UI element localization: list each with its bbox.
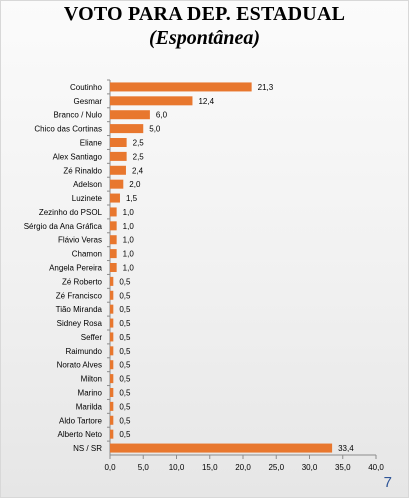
bar: [110, 401, 114, 411]
data-label: 12,4: [198, 97, 214, 106]
x-tick-label: 25,0: [268, 463, 284, 472]
category-label: Seffer: [81, 333, 103, 342]
bar: [110, 82, 252, 92]
category-label: Branco / Nulo: [54, 111, 103, 120]
page-number: 7: [383, 474, 392, 491]
x-tick-label: 15,0: [202, 463, 218, 472]
data-label: 2,4: [132, 166, 144, 175]
bar: [110, 151, 127, 161]
data-label: 2,5: [133, 139, 145, 148]
bar: [110, 124, 144, 134]
category-label: Alberto Neto: [58, 430, 103, 439]
category-label: Flávio Veras: [58, 236, 102, 245]
category-label: Coutinho: [70, 83, 103, 92]
data-label: 33,4: [338, 444, 354, 453]
data-label: 0,5: [119, 430, 131, 439]
bar: [110, 290, 114, 300]
bar: [110, 374, 114, 384]
bar: [110, 304, 114, 314]
data-label: 6,0: [156, 111, 168, 120]
data-label: 1,0: [123, 250, 135, 259]
bar: [110, 235, 117, 245]
bar: [110, 360, 114, 370]
category-label: Norato Alves: [57, 361, 102, 370]
bar: [110, 165, 126, 175]
data-label: 0,5: [119, 402, 131, 411]
category-label: Raimundo: [66, 347, 103, 356]
data-label: 0,5: [119, 389, 131, 398]
bar: [110, 207, 117, 217]
category-label: Luzinete: [72, 194, 103, 203]
x-tick-label: 5,0: [138, 463, 150, 472]
data-label: 1,0: [123, 236, 135, 245]
category-label: Zé Rinaldo: [63, 166, 102, 175]
x-tick-label: 40,0: [368, 463, 384, 472]
category-label: Marilda: [76, 402, 103, 411]
bar: [110, 318, 114, 328]
bar: [110, 346, 114, 356]
data-label: 0,5: [119, 333, 131, 342]
category-label: Alex Santiago: [53, 152, 103, 161]
category-label: Tião Miranda: [56, 305, 103, 314]
data-label: 0,5: [119, 361, 131, 370]
category-label: Milton: [81, 375, 102, 384]
x-tick-label: 30,0: [302, 463, 318, 472]
data-label: 0,5: [119, 416, 131, 425]
category-label: Sidney Rosa: [57, 319, 103, 328]
x-tick-label: 20,0: [235, 463, 251, 472]
x-tick-label: 10,0: [169, 463, 185, 472]
data-label: 1,0: [123, 264, 135, 273]
data-label: 0,5: [119, 347, 131, 356]
bar: [110, 332, 114, 342]
data-label: 2,0: [129, 180, 141, 189]
data-label: 1,0: [123, 208, 135, 217]
category-label: NS / SR: [73, 444, 102, 453]
category-label: Adelson: [73, 180, 102, 189]
data-label: 1,0: [123, 222, 135, 231]
data-label: 2,5: [133, 152, 145, 161]
bar: [110, 96, 193, 106]
chart-title: VOTO PARA DEP. ESTADUAL: [63, 3, 346, 25]
category-label: Zezinho do PSOL: [39, 208, 103, 217]
data-label: 0,5: [119, 305, 131, 314]
category-label: Gesmar: [74, 97, 103, 106]
x-tick-label: 35,0: [335, 463, 351, 472]
category-label: Angela Pereira: [49, 264, 102, 273]
bar: [110, 221, 117, 231]
chart-subtitle: (Espontânea): [148, 27, 261, 49]
category-label: Sérgio da Ana Gráfica: [24, 222, 103, 231]
data-label: 0,5: [119, 375, 131, 384]
bar: [110, 388, 114, 397]
data-label: 1,5: [126, 194, 138, 203]
bar: [110, 110, 150, 120]
category-label: Chico das Cortinas: [34, 125, 102, 134]
category-label: Aldo Tartore: [59, 416, 103, 425]
bar: [110, 138, 127, 147]
bar: [110, 276, 114, 286]
bar: [110, 443, 333, 453]
category-label: Zé Francisco: [56, 291, 103, 300]
data-label: 0,5: [119, 291, 131, 300]
category-label: Marino: [78, 389, 103, 398]
bar: [110, 263, 117, 272]
data-label: 0,5: [119, 319, 131, 328]
data-label: 0,5: [119, 277, 131, 286]
bar: [110, 249, 117, 259]
bar: [110, 415, 114, 425]
category-label: Chamon: [72, 250, 102, 259]
category-label: Eliane: [80, 139, 103, 148]
data-label: 21,3: [258, 83, 274, 92]
category-label: Zé Roberto: [62, 277, 103, 286]
x-tick-label: 0,0: [104, 463, 116, 472]
bar: [110, 179, 124, 189]
data-label: 5,0: [149, 125, 161, 134]
bar: [110, 429, 114, 439]
bar: [110, 193, 120, 203]
